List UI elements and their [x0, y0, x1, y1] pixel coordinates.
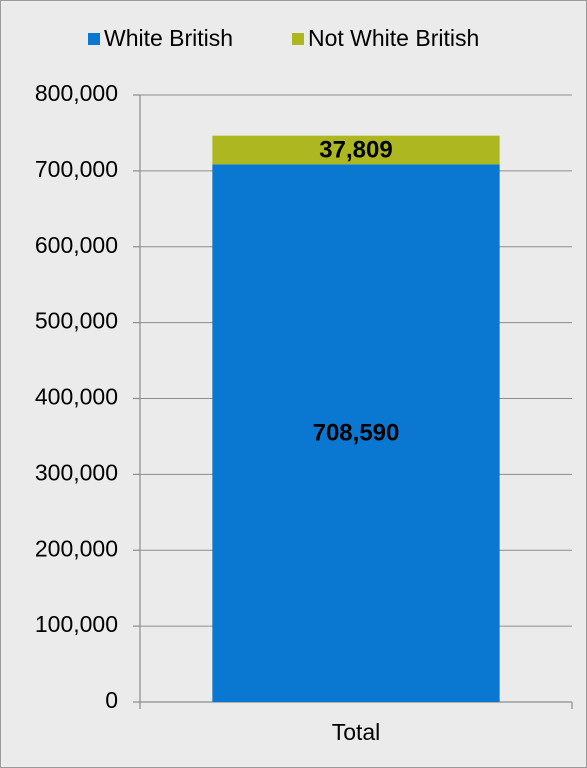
data-label: 708,590 — [313, 420, 400, 447]
y-tick-label: 600,000 — [35, 232, 118, 258]
legend-swatch — [88, 33, 100, 45]
y-tick-label: 400,000 — [35, 384, 118, 410]
y-tick-label: 0 — [105, 687, 118, 713]
legend-label: White British — [104, 25, 233, 51]
y-tick-label: 800,000 — [35, 80, 118, 106]
y-tick-label: 500,000 — [35, 308, 118, 334]
y-tick-label: 700,000 — [35, 156, 118, 182]
y-tick-label: 200,000 — [35, 535, 118, 561]
y-tick-label: 300,000 — [35, 459, 118, 485]
bar-segment — [212, 135, 500, 165]
legend-swatch — [292, 33, 304, 45]
legend-label: Not White British — [308, 25, 479, 51]
data-label: 37,809 — [319, 136, 392, 163]
y-tick-label: 100,000 — [35, 611, 118, 637]
bar-segment — [212, 164, 500, 703]
x-tick-label: Total — [332, 719, 381, 745]
